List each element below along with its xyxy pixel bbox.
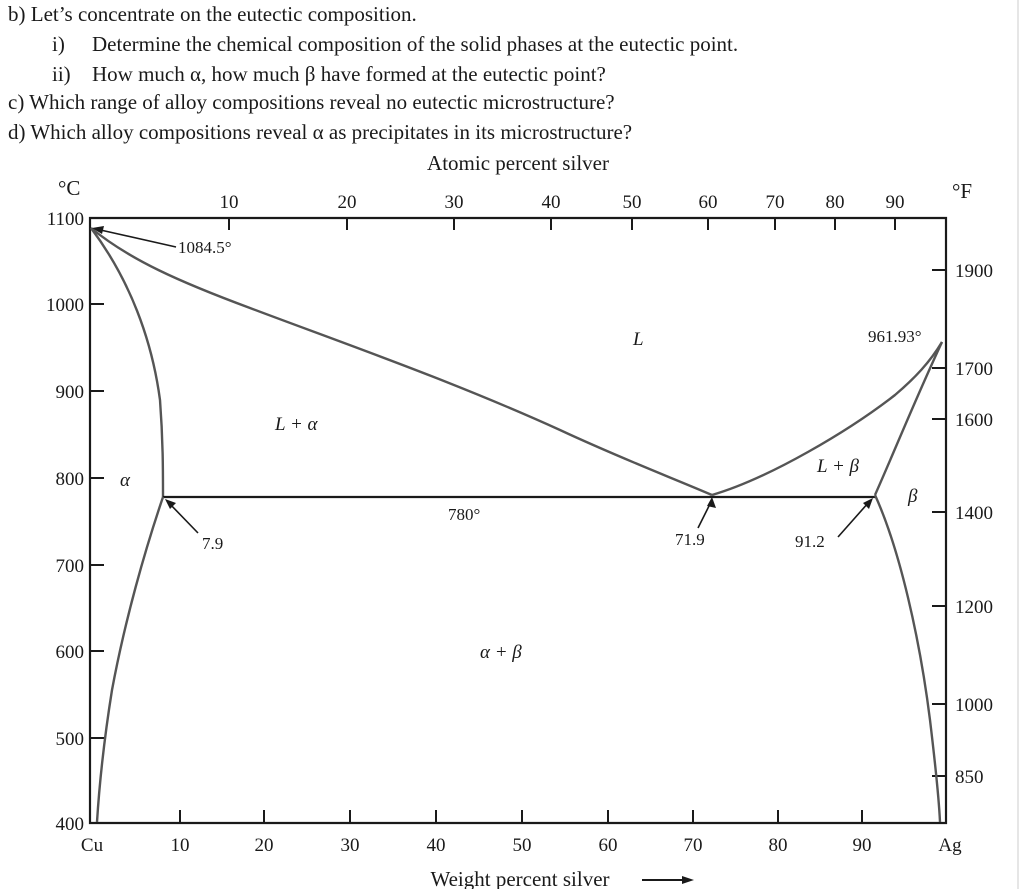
liquidus-cu-side	[90, 227, 713, 497]
svg-text:1200: 1200	[955, 597, 993, 618]
beta-max-label: 91.2	[795, 532, 825, 551]
svg-text:70: 70	[766, 192, 785, 213]
eutectic-comp-arrow-icon	[707, 497, 716, 508]
celsius-unit-label: °C	[58, 176, 80, 200]
svg-text:800: 800	[56, 469, 85, 490]
top-axis-tick-labels: 10 20 30 40 50 60 70 80 90	[220, 192, 905, 213]
region-alpha-beta: α + β	[480, 642, 522, 663]
svg-text:40: 40	[542, 192, 561, 213]
solidus-alpha	[90, 227, 165, 498]
svg-text:Cu: Cu	[81, 835, 104, 856]
svg-text:Ag: Ag	[938, 835, 962, 856]
region-liquid: L	[632, 329, 644, 350]
eutectic-temp-label: 780°	[448, 505, 480, 524]
cu-melt-leader	[95, 228, 177, 248]
region-beta: β	[907, 486, 918, 507]
region-liquid-alpha: L + α	[274, 414, 319, 435]
svg-text:80: 80	[769, 835, 788, 856]
beta-max-arrow-icon	[863, 498, 873, 509]
svg-text:70: 70	[684, 835, 703, 856]
alpha-max-arrow-icon	[165, 499, 176, 509]
bottom-axis-tick-labels: Cu 10 20 30 40 50 60 70 80 90 Ag	[81, 835, 962, 856]
question-b-ii-text: How much α, how much β have formed at th…	[92, 62, 606, 86]
ag-melt-label: 961.93°	[868, 327, 922, 346]
cu-melt-label: 1084.5°	[178, 238, 232, 257]
top-axis-title: Atomic percent silver	[427, 151, 609, 175]
bottom-axis-ticks	[179, 810, 863, 823]
svg-text:1600: 1600	[955, 410, 993, 431]
fahrenheit-unit-label: °F	[952, 179, 972, 203]
svg-text:850: 850	[955, 767, 984, 788]
svg-text:900: 900	[56, 382, 85, 403]
svg-text:30: 30	[445, 192, 464, 213]
alpha-max-label: 7.9	[202, 534, 223, 553]
plot-frame	[88, 216, 948, 825]
solvus-alpha	[95, 496, 165, 823]
region-liquid-beta: L + β	[816, 456, 860, 477]
svg-text:20: 20	[255, 835, 274, 856]
question-b-i: i) Determine the chemical composition of …	[52, 32, 738, 56]
svg-text:30: 30	[341, 835, 360, 856]
svg-text:1700: 1700	[955, 359, 993, 380]
top-axis-ticks	[228, 218, 896, 230]
svg-text:600: 600	[56, 642, 85, 663]
svg-text:1900: 1900	[955, 261, 993, 282]
svg-text:500: 500	[56, 729, 85, 750]
liquidus-ag-side	[711, 341, 944, 497]
svg-text:700: 700	[56, 556, 85, 577]
solidus-beta	[873, 341, 944, 496]
svg-text:60: 60	[599, 835, 618, 856]
solvus-beta	[873, 494, 942, 823]
question-c: c) Which range of alloy compositions rev…	[8, 90, 615, 114]
svg-text:400: 400	[56, 814, 85, 835]
question-b: b) Let’s concentrate on the eutectic com…	[8, 2, 417, 26]
svg-text:40: 40	[427, 835, 446, 856]
alpha-max-leader	[167, 501, 199, 534]
svg-text:90: 90	[886, 192, 905, 213]
svg-text:10: 10	[171, 835, 190, 856]
left-axis-tick-labels: 1100 1000 900 800 700 600 500 400	[46, 209, 84, 835]
svg-text:90: 90	[853, 835, 872, 856]
beta-max-leader	[837, 501, 870, 538]
bottom-axis-title: Weight percent silver	[430, 867, 609, 889]
svg-text:80: 80	[826, 192, 845, 213]
question-b-ii-number: ii)	[52, 62, 71, 86]
svg-text:60: 60	[699, 192, 718, 213]
question-d: d) Which alloy compositions reveal α as …	[8, 120, 633, 144]
right-axis-tick-labels: 1900 1700 1600 1400 1200 1000 850	[955, 261, 993, 788]
svg-text:20: 20	[338, 192, 357, 213]
question-b-i-number: i)	[52, 32, 65, 56]
svg-text:1000: 1000	[46, 295, 84, 316]
svg-text:10: 10	[220, 192, 239, 213]
page-edge-divider	[1017, 0, 1019, 889]
arrow-right-icon	[642, 876, 694, 884]
svg-text:50: 50	[623, 192, 642, 213]
region-alpha: α	[120, 470, 131, 491]
cu-melt-arrow-icon	[92, 226, 104, 234]
question-b-i-text: Determine the chemical composition of th…	[92, 32, 739, 56]
svg-text:1100: 1100	[47, 209, 84, 230]
left-axis-ticks	[90, 303, 104, 739]
svg-text:1400: 1400	[955, 503, 993, 524]
svg-text:1000: 1000	[955, 695, 993, 716]
question-b-ii: ii) How much α, how much β have formed at…	[52, 62, 606, 86]
eutectic-comp-label: 71.9	[675, 530, 705, 549]
right-axis-ticks	[932, 269, 946, 777]
svg-text:50: 50	[513, 835, 532, 856]
